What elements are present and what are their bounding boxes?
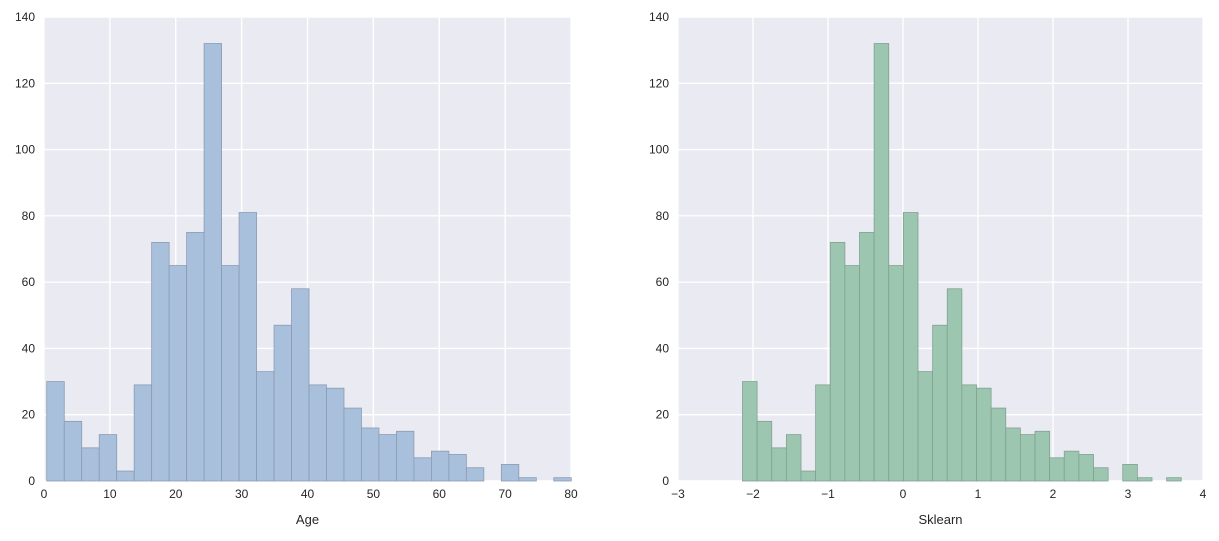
- y-tick-label: 120: [15, 76, 35, 90]
- histogram-bars: [46, 43, 572, 482]
- y-tick-label: 60: [22, 275, 36, 289]
- histogram-bar: [291, 288, 310, 482]
- histogram-bar: [785, 434, 802, 482]
- y-tick-label: 20: [656, 408, 670, 422]
- x-tick-label: −2: [746, 487, 760, 501]
- histogram-bar: [990, 407, 1007, 482]
- histogram-bar: [873, 43, 890, 482]
- y-tick-label: 80: [22, 209, 36, 223]
- x-tick-label: 10: [103, 487, 117, 501]
- y-tick-label: 140: [15, 10, 35, 24]
- histogram-bar: [946, 288, 963, 482]
- histogram-bar: [829, 241, 846, 482]
- histogram-bar: [151, 241, 170, 482]
- histogram-bar: [553, 477, 572, 482]
- histogram-bar: [756, 420, 773, 482]
- x-tick-label: 0: [900, 487, 907, 501]
- histogram-bar: [961, 384, 977, 482]
- histogram-bar: [815, 384, 831, 482]
- x-tick-label: 2: [1050, 487, 1057, 501]
- x-tick-label: 70: [498, 487, 512, 501]
- x-tick-label: 1: [975, 487, 982, 501]
- histogram-bar: [518, 477, 537, 482]
- histogram-bar: [256, 371, 275, 482]
- x-tick-label: 4: [1200, 487, 1207, 501]
- x-tick-label: 40: [301, 487, 315, 501]
- histogram-bar: [976, 387, 992, 482]
- x-tick-label: 0: [41, 487, 48, 501]
- histogram-bar: [902, 212, 919, 482]
- histogram-bar: [448, 454, 467, 482]
- histogram-bar: [1063, 450, 1080, 482]
- histogram-bar: [1034, 430, 1051, 482]
- histogram-bar: [1078, 454, 1094, 482]
- histogram-bar: [46, 381, 65, 482]
- chart-1: 0 10 20 30 40 50 60 70 80 0 20 40 60 80 100 120 140 Age: [15, 10, 578, 527]
- histogram-bar: [1093, 467, 1109, 482]
- histogram-bar: [221, 265, 240, 482]
- histogram-bar: [888, 265, 904, 482]
- histogram-bar: [273, 324, 292, 482]
- histogram-bar: [859, 232, 875, 482]
- y-tick-label: 100: [649, 143, 669, 157]
- histogram-bar: [186, 232, 205, 482]
- histogram-bar: [771, 447, 787, 482]
- histogram-bar: [500, 464, 520, 482]
- histogram-bar: [917, 371, 934, 482]
- x-tick-label: 20: [169, 487, 183, 501]
- histogram-bar: [81, 447, 100, 482]
- histogram-bar: [98, 434, 118, 482]
- histogram-bar: [430, 450, 450, 482]
- y-tick-label: 0: [28, 474, 35, 488]
- x-axis-label: Sklearn: [918, 512, 962, 527]
- histogram-bar: [1122, 464, 1138, 482]
- x-tick-label: 60: [433, 487, 447, 501]
- x-axis-label: Age: [296, 512, 319, 527]
- y-tick-label: 80: [656, 209, 670, 223]
- y-tick-label: 120: [649, 76, 669, 90]
- x-tick-label: 30: [235, 487, 249, 501]
- x-tick-label: −1: [821, 487, 835, 501]
- histogram-bar: [800, 470, 817, 482]
- histogram-bar: [378, 434, 397, 482]
- histogram-bar: [1166, 477, 1182, 482]
- histogram-bar: [465, 467, 485, 482]
- x-tick-label: 80: [564, 487, 578, 501]
- histogram-bar: [1019, 434, 1036, 482]
- x-tick-label: 3: [1125, 487, 1132, 501]
- y-tick-label: 20: [22, 408, 36, 422]
- histogram-bar: [343, 407, 362, 482]
- histogram-bar: [133, 384, 153, 482]
- histogram-bar: [396, 430, 415, 482]
- x-tick-label: 50: [367, 487, 381, 501]
- histogram-bar: [1136, 477, 1153, 482]
- histogram-bar: [168, 265, 188, 482]
- histogram-bar: [932, 324, 948, 482]
- histogram-bar: [203, 43, 222, 482]
- histogram-bar: [844, 265, 860, 482]
- y-tick-label: 100: [15, 143, 35, 157]
- x-tick-label: −3: [671, 487, 685, 501]
- histogram-bar: [63, 420, 83, 482]
- histogram-bar: [1005, 427, 1021, 482]
- y-tick-label: 60: [656, 275, 670, 289]
- histogram-bar: [308, 384, 327, 482]
- histogram-bar: [1049, 457, 1065, 482]
- histogram-bar: [238, 212, 257, 482]
- histogram-bar: [361, 427, 380, 482]
- y-tick-label: 40: [22, 341, 36, 355]
- histogram-bar: [326, 387, 345, 482]
- y-tick-label: 140: [649, 10, 669, 24]
- histogram-bar: [742, 381, 758, 482]
- histogram-bar: [413, 457, 432, 482]
- y-tick-label: 0: [662, 474, 669, 488]
- y-tick-label: 40: [656, 341, 670, 355]
- histogram-bar: [116, 470, 135, 482]
- histogram-bars: [742, 43, 1182, 482]
